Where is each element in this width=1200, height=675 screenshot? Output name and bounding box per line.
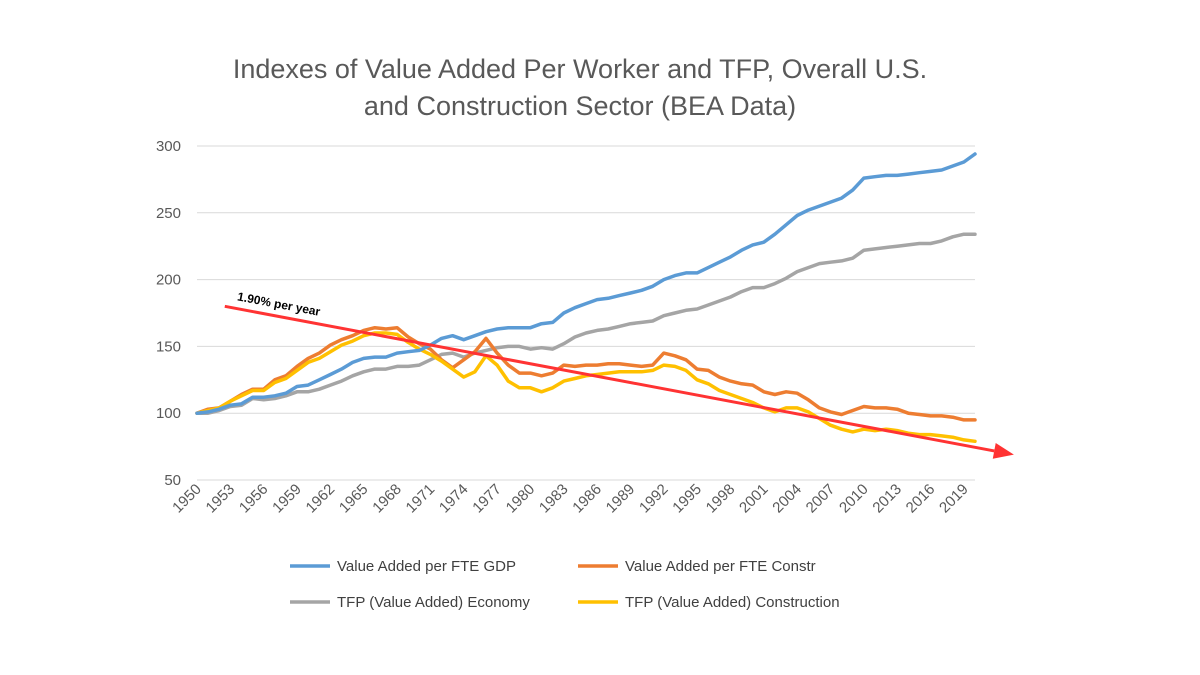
trend-annotation: 1.90% per year xyxy=(224,290,1014,459)
x-tick-label: 2013 xyxy=(869,481,905,517)
y-tick-label: 300 xyxy=(156,138,181,155)
x-tick-label: 1965 xyxy=(336,481,372,517)
x-tick-label: 1968 xyxy=(369,481,405,517)
x-tick-label: 1995 xyxy=(669,481,705,517)
y-tick-label: 200 xyxy=(156,272,181,289)
x-tick-label: 1962 xyxy=(303,481,339,517)
x-tick-label: 1953 xyxy=(203,481,239,517)
x-tick-label: 1956 xyxy=(236,481,272,517)
legend-label-2: TFP (Value Added) Economy xyxy=(337,594,530,611)
chart-title-line-1: Indexes of Value Added Per Worker and TF… xyxy=(233,54,927,84)
x-tick-label: 1971 xyxy=(403,481,439,517)
x-tick-label: 1998 xyxy=(703,481,739,517)
trend-label: 1.90% per year xyxy=(236,290,322,319)
series-lines xyxy=(195,152,977,444)
x-tick-label: 1983 xyxy=(536,481,572,517)
series-line-0 xyxy=(195,152,977,415)
series-line-2 xyxy=(195,232,977,415)
y-tick-label: 250 xyxy=(156,205,181,222)
x-tick-label: 2004 xyxy=(769,481,805,517)
y-tick-label: 150 xyxy=(156,338,181,355)
legend-label-3: TFP (Value Added) Construction xyxy=(625,594,840,611)
x-tick-label: 1989 xyxy=(603,481,639,517)
x-tick-label: 1986 xyxy=(569,481,605,517)
x-tick-label: 1977 xyxy=(469,481,505,517)
x-tick-label: 2001 xyxy=(736,481,772,517)
chart-title-line-2: and Construction Sector (BEA Data) xyxy=(364,91,796,121)
x-axis-ticks: 1950195319561959196219651968197119741977… xyxy=(169,481,972,517)
legend-label-1: Value Added per FTE Constr xyxy=(625,558,816,575)
x-tick-label: 1974 xyxy=(436,481,472,517)
x-tick-label: 2016 xyxy=(903,481,939,517)
legend-label-0: Value Added per FTE GDP xyxy=(337,558,516,575)
y-axis-ticks: 300 250 200 150 100 50 xyxy=(156,138,181,489)
x-tick-label: 1959 xyxy=(269,481,305,517)
legend: Value Added per FTE GDP Value Added per F… xyxy=(290,558,840,611)
y-tick-label: 50 xyxy=(164,472,181,489)
x-tick-label: 1980 xyxy=(503,481,539,517)
series-line-1 xyxy=(195,325,977,422)
trend-arrow-head xyxy=(992,443,1014,459)
series-line-3 xyxy=(195,331,977,444)
x-tick-label: 1992 xyxy=(636,481,672,517)
trend-arrow-line xyxy=(224,304,995,453)
x-tick-label: 2007 xyxy=(803,481,839,517)
x-tick-label: 2010 xyxy=(836,481,872,517)
x-tick-label: 2019 xyxy=(936,481,972,517)
y-tick-label: 100 xyxy=(156,405,181,422)
